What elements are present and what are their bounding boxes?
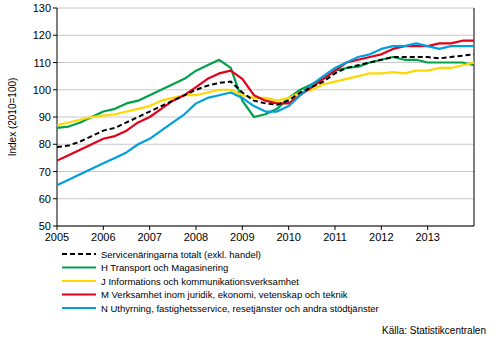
grid-line	[57, 89, 474, 90]
x-tick-label: 2006	[91, 231, 115, 243]
tick	[53, 198, 57, 199]
grid-line	[57, 35, 474, 36]
x-tick-label: 2010	[276, 231, 300, 243]
grid-line	[57, 8, 474, 9]
grid-line	[57, 198, 474, 199]
tick	[196, 226, 197, 230]
tick	[103, 226, 104, 230]
y-axis-label: Index (2010=100)	[7, 78, 18, 157]
x-tick-label: 2009	[230, 231, 254, 243]
x-tick-label: 2008	[184, 231, 208, 243]
y-tick-label: 120	[33, 29, 51, 41]
legend-swatch	[62, 307, 96, 309]
series-line	[57, 63, 474, 126]
grid-line	[57, 117, 474, 118]
tick	[53, 144, 57, 145]
tick	[53, 117, 57, 118]
tick	[381, 226, 382, 230]
tick	[53, 62, 57, 63]
legend-swatch	[62, 280, 96, 282]
x-axis	[57, 226, 474, 227]
legend-label: Servicenäringarna totalt (exkl. handel)	[101, 249, 261, 260]
legend-swatch	[62, 266, 96, 268]
grid-line	[57, 144, 474, 145]
tick	[53, 226, 57, 227]
tick	[53, 89, 57, 90]
y-tick-label: 90	[39, 111, 51, 123]
tick	[242, 226, 243, 230]
tick	[149, 226, 150, 230]
tick	[335, 226, 336, 230]
y-tick-label: 100	[33, 84, 51, 96]
chart: 5060708090100110120130200520062007200820…	[0, 0, 496, 342]
y-axis	[57, 8, 58, 226]
legend-label: J Informations och kommunikationsverksam…	[101, 276, 299, 287]
y-tick-label: 130	[33, 2, 51, 14]
grid-line	[57, 62, 474, 63]
x-tick-label: 2011	[323, 231, 347, 243]
legend-swatch	[62, 293, 96, 295]
y-tick-label: 110	[33, 57, 51, 69]
grid-line	[57, 171, 474, 172]
tick	[288, 226, 289, 230]
x-tick-label: 2013	[415, 231, 439, 243]
y-tick-label: 80	[39, 138, 51, 150]
legend-swatch	[62, 253, 96, 255]
legend-label: H Transport och Magasinering	[101, 262, 228, 273]
legend-label: N Uthyrning, fastighetsservice, resetjän…	[101, 303, 379, 314]
series-line	[57, 41, 474, 161]
series-line	[57, 54, 474, 147]
series-line	[57, 57, 474, 128]
series-line	[57, 43, 474, 185]
plot-area	[57, 41, 474, 185]
tick	[53, 8, 57, 9]
source: Källa: Statistikcentralen	[382, 325, 486, 336]
y-tick-label: 60	[39, 193, 51, 205]
tick	[57, 226, 58, 230]
legend-label: M Verksamhet inom juridik, ekonomi, vete…	[101, 289, 348, 300]
y-tick-label: 70	[39, 166, 51, 178]
x-tick-label: 2005	[45, 231, 69, 243]
x-tick-label: 2007	[137, 231, 161, 243]
grid-line	[57, 226, 474, 227]
x-tick-label: 2012	[369, 231, 393, 243]
tick	[53, 171, 57, 172]
tick	[427, 226, 428, 230]
tick	[53, 35, 57, 36]
